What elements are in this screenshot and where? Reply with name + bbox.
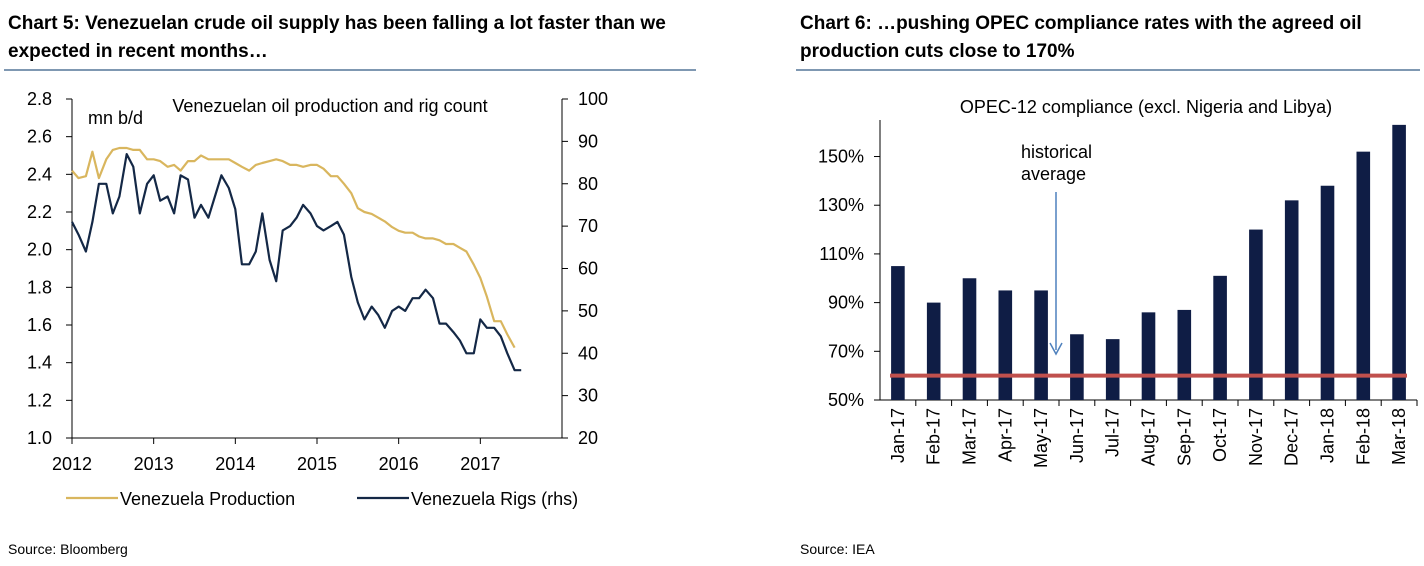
chart6-plot-title: OPEC-12 compliance (excl. Nigeria and Li…	[960, 97, 1332, 117]
chart6-y-tick-label: 110%	[819, 244, 864, 264]
chart5-left-tick-label: 2.8	[27, 89, 52, 109]
chart5-legend: Venezuela Production Venezuela Rigs (rhs)	[66, 489, 578, 509]
chart6-x-tick-label: Mar-18	[1389, 408, 1409, 465]
chart5-panel: Chart 5: Venezuelan crude oil supply has…	[0, 0, 700, 566]
chart5-right-tick-label: 90	[578, 131, 598, 151]
chart6-bar	[1141, 312, 1156, 400]
chart5-right-tick-label: 80	[578, 174, 598, 194]
chart5-right-tick-label: 60	[578, 259, 598, 279]
chart6-x-tick-label: Jun-17	[1067, 408, 1087, 463]
chart6-title-rule	[796, 69, 1420, 71]
chart5-legend-label: Venezuela Production	[120, 489, 295, 509]
chart6-annotation-line2: average	[1021, 164, 1086, 184]
chart6-bar-chart: OPEC-12 compliance (excl. Nigeria and Li…	[818, 97, 1418, 468]
chart6-x-tick-label: Feb-17	[924, 408, 944, 465]
chart6-x-tick-label: Jan-17	[888, 408, 908, 463]
chart6-annotation-line1: historical	[1021, 142, 1092, 162]
chart6-title-line1: Chart 6: …pushing OPEC compliance rates …	[800, 13, 1362, 34]
chart5-left-tick-label: 2.6	[27, 127, 52, 147]
chart5-x-tick-label: 2012	[52, 454, 92, 474]
chart5-right-tick-label: 70	[578, 216, 598, 236]
chart6-x-tick-label: Oct-17	[1210, 408, 1230, 462]
chart6-arrow-head	[1049, 342, 1063, 356]
chart6-y-tick-label: 90%	[828, 293, 864, 313]
chart5-y-axis-unit: mn b/d	[88, 108, 143, 128]
chart5-left-tick-label: 1.0	[27, 428, 52, 448]
chart6-bar	[1356, 151, 1371, 400]
chart6-bar	[1320, 185, 1335, 400]
chart6-bar	[962, 278, 977, 400]
chart5-legend-label: Venezuela Rigs (rhs)	[411, 489, 578, 509]
chart5-x-tick-label: 2016	[379, 454, 419, 474]
chart5-right-tick-label: 20	[578, 428, 598, 448]
chart6-y-ticks: 150% 130% 110% 90% 70% 50%	[818, 147, 880, 410]
chart5-right-tick-label: 100	[578, 89, 608, 109]
chart5-x-tick-label: 2013	[134, 454, 174, 474]
chart5-left-tick-label: 2.0	[27, 240, 52, 260]
chart6-title: Chart 6: …pushing OPEC compliance rates …	[800, 10, 1362, 66]
chart6-x-tick-label: Dec-17	[1282, 408, 1302, 466]
chart5-plot-title: Venezuelan oil production and rig count	[172, 96, 487, 116]
chart6-panel: Chart 6: …pushing OPEC compliance rates …	[792, 0, 1424, 566]
chart5-title-line1: Chart 5: Venezuelan crude oil supply has…	[8, 13, 666, 34]
chart6-x-tick-label: Jan-18	[1318, 408, 1338, 463]
chart5-right-tick-label: 40	[578, 343, 598, 363]
chart6-bar	[891, 266, 905, 400]
chart6-y-tick-label: 130%	[818, 195, 864, 215]
chart5-left-tick-label: 1.6	[27, 315, 52, 335]
chart5-production-line	[71, 146, 516, 349]
chart6-x-tick-label: Sep-17	[1174, 408, 1194, 466]
chart5-line-chart: Venezuelan oil production and rig count …	[27, 89, 608, 509]
chart6-x-tick-label: Mar-17	[960, 408, 980, 465]
chart6-x-ticks: Jan-17 Feb-17 Mar-17 Apr-17 May-17 Jun-17 Jul-…	[888, 400, 1418, 468]
chart6-bar	[926, 302, 941, 400]
chart6-source: Source: IEA	[800, 541, 875, 557]
chart6-bar	[1213, 275, 1227, 400]
chart5-left-tick-label: 1.4	[27, 353, 52, 373]
chart6-bar	[1249, 229, 1263, 400]
chart5-title: Chart 5: Venezuelan crude oil supply has…	[8, 10, 666, 66]
chart6-bars	[891, 124, 1406, 400]
chart6-x-tick-label: Apr-17	[995, 408, 1015, 462]
chart6-y-tick-label: 50%	[828, 390, 864, 410]
chart6-y-tick-label: 70%	[828, 341, 864, 361]
chart5-x-tick-label: 2014	[215, 454, 255, 474]
chart5-left-tick-label: 1.2	[27, 390, 52, 410]
chart5-left-tick-label: 2.2	[27, 202, 52, 222]
chart6-title-line2: production cuts close to 170%	[800, 41, 1075, 62]
chart5-left-ticks: 2.8 2.6 2.4 2.2 2.0 1.8 1.6 1.4 1.2 1.0	[27, 89, 72, 448]
chart5-rigs-line	[71, 153, 522, 372]
chart5-source: Source: Bloomberg	[8, 541, 128, 557]
chart6-bar	[1034, 290, 1048, 400]
chart6-bar	[1177, 309, 1192, 400]
chart5-x-tick-label: 2015	[297, 454, 337, 474]
chart6-x-tick-label: Jul-17	[1103, 408, 1123, 457]
chart6-bar	[1070, 334, 1084, 400]
chart6-bar	[1284, 200, 1299, 400]
chart5-x-ticks: 2012 2013 2014 2015 2016 2017	[52, 438, 500, 474]
chart6-y-tick-label: 150%	[818, 147, 864, 167]
chart5-right-tick-label: 30	[578, 386, 598, 406]
chart6-x-tick-label: May-17	[1031, 408, 1051, 468]
chart6-bar	[1392, 124, 1406, 400]
chart6-bar	[998, 290, 1013, 400]
chart6-annotation-arrow	[1049, 192, 1063, 356]
chart5-x-tick-label: 2017	[460, 454, 500, 474]
chart5-right-ticks: 100 90 80 70 60 50 40 30 20	[562, 89, 608, 448]
chart5-series-group	[71, 146, 522, 372]
chart5-right-tick-label: 50	[578, 301, 598, 321]
chart5-title-line2: expected in recent months…	[8, 41, 268, 62]
chart6-bar	[1105, 339, 1120, 400]
chart6-x-tick-label: Aug-17	[1139, 408, 1159, 466]
chart6-x-tick-label: Feb-18	[1353, 408, 1373, 465]
chart5-title-rule	[4, 69, 696, 71]
chart5-left-tick-label: 1.8	[27, 277, 52, 297]
chart5-left-tick-label: 2.4	[27, 164, 52, 184]
chart6-x-tick-label: Nov-17	[1246, 408, 1266, 466]
